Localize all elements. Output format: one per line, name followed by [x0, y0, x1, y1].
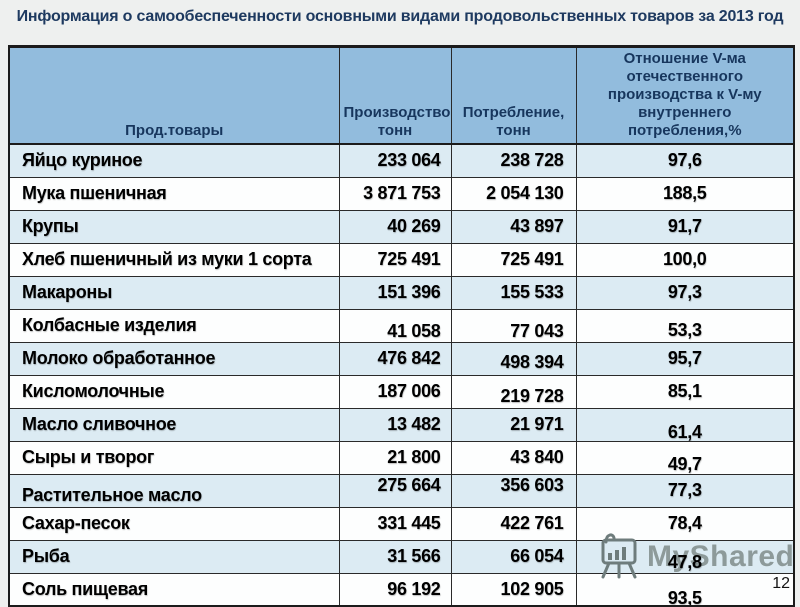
col-header-products: Прод.товары — [8, 45, 340, 145]
cell-consumption: 77 043 — [450, 308, 577, 343]
table-row: Сахар-песок 331 445 422 761 78,4 — [8, 506, 795, 541]
cell-consumption: 498 394 — [450, 341, 577, 376]
cell-ratio: 47,8 — [575, 539, 795, 574]
page-title: Информация о самообеспеченности основным… — [16, 8, 784, 25]
cell-consumption: 422 761 — [450, 506, 577, 541]
cell-production: 40 269 — [338, 209, 452, 244]
cell-product: Сыры и творог — [8, 440, 340, 475]
table-row: Колбасные изделия 41 058 77 043 53,3 — [8, 308, 795, 343]
table-row: Масло сливочное 13 482 21 971 61,4 — [8, 407, 795, 442]
cell-production: 31 566 — [338, 539, 452, 574]
cell-product: Растительное масло — [8, 473, 340, 508]
cell-product: Сахар-песок — [8, 506, 340, 541]
cell-consumption: 21 971 — [450, 407, 577, 442]
food-self-sufficiency-table: Прод.товары Производство, тонн Потреблен… — [8, 45, 795, 607]
cell-consumption: 2 054 130 — [450, 176, 577, 211]
cell-ratio: 95,7 — [575, 341, 795, 376]
table-row: Сыры и творог 21 800 43 840 49,7 — [8, 440, 795, 475]
cell-consumption: 43 840 — [450, 440, 577, 475]
cell-production: 187 006 — [338, 374, 452, 409]
cell-consumption: 102 905 — [450, 572, 577, 607]
cell-ratio: 188,5 — [575, 176, 795, 211]
cell-product: Рыба — [8, 539, 340, 574]
cell-product: Колбасные изделия — [8, 308, 340, 343]
cell-product: Молоко обработанное — [8, 341, 340, 376]
table-row: Хлеб пшеничный из муки 1 сорта 725 491 7… — [8, 242, 795, 277]
cell-ratio: 85,1 — [575, 374, 795, 409]
table-row: Молоко обработанное 476 842 498 394 95,7 — [8, 341, 795, 376]
table-row: Кисломолочные 187 006 219 728 85,1 — [8, 374, 795, 409]
table-row: Мука пшеничная 3 871 753 2 054 130 188,5 — [8, 176, 795, 211]
cell-consumption: 66 054 — [450, 539, 577, 574]
cell-product: Макароны — [8, 275, 340, 310]
cell-production: 275 664 — [338, 473, 452, 508]
cell-product: Масло сливочное — [8, 407, 340, 442]
presentation-easel-icon — [596, 530, 642, 585]
watermark-text: MyShared — [647, 540, 795, 573]
cell-production: 41 058 — [338, 308, 452, 343]
cell-ratio: 77,3 — [575, 473, 795, 508]
cell-production: 96 192 — [338, 572, 452, 607]
cell-ratio: 97,3 — [575, 275, 795, 310]
cell-product: Хлеб пшеничный из муки 1 сорта — [8, 242, 340, 277]
col-header-consumption: Потребление, тонн — [450, 45, 577, 145]
cell-consumption: 155 533 — [450, 275, 577, 310]
cell-ratio: 100,0 — [575, 242, 795, 277]
cell-consumption: 43 897 — [450, 209, 577, 244]
cell-product: Кисломолочные — [8, 374, 340, 409]
page-number: 12 — [772, 575, 790, 592]
col-header-production: Производство, тонн — [338, 45, 452, 145]
cell-ratio: 49,7 — [575, 440, 795, 475]
cell-production: 21 800 — [338, 440, 452, 475]
cell-production: 151 396 — [338, 275, 452, 310]
cell-consumption: 219 728 — [450, 374, 577, 409]
cell-production: 725 491 — [338, 242, 452, 277]
cell-consumption: 238 728 — [450, 143, 577, 178]
cell-production: 13 482 — [338, 407, 452, 442]
table-row: Крупы 40 269 43 897 91,7 — [8, 209, 795, 244]
cell-product: Крупы — [8, 209, 340, 244]
table-row: Растительное масло 275 664 356 603 77,3 — [8, 473, 795, 508]
cell-product: Мука пшеничная — [8, 176, 340, 211]
table-row: Яйцо куриное 233 064 238 728 97,6 — [8, 143, 795, 178]
cell-ratio: 97,6 — [575, 143, 795, 178]
cell-production: 233 064 — [338, 143, 452, 178]
cell-production: 476 842 — [338, 341, 452, 376]
cell-consumption: 725 491 — [450, 242, 577, 277]
table-row: Рыба 31 566 66 054 47,8 — [8, 539, 795, 574]
cell-product: Соль пищевая — [8, 572, 340, 607]
cell-product: Яйцо куриное — [8, 143, 340, 178]
cell-consumption: 356 603 — [450, 473, 577, 508]
cell-ratio: 61,4 — [575, 407, 795, 442]
header-row: Прод.товары Производство, тонн Потреблен… — [8, 45, 795, 145]
table-row: Макароны 151 396 155 533 97,3 — [8, 275, 795, 310]
cell-ratio: 91,7 — [575, 209, 795, 244]
cell-ratio: 53,3 — [575, 308, 795, 343]
cell-production: 331 445 — [338, 506, 452, 541]
watermark: MyShared — [596, 530, 796, 584]
col-header-ratio: Отношение V-ма отечественного производст… — [575, 45, 795, 145]
cell-production: 3 871 753 — [338, 176, 452, 211]
